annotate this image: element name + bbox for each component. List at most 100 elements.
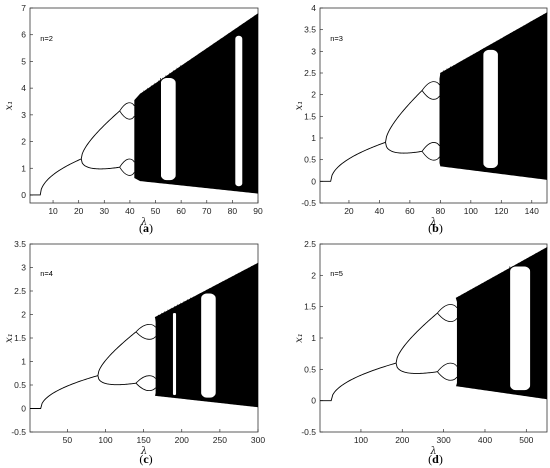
y-tick-label: 2 [21, 310, 26, 320]
x-tick-label: 30 [100, 206, 110, 216]
y-tick-label: -0.5 [11, 427, 26, 437]
y-tick-label: 1 [21, 357, 26, 367]
period-2-upper-branch [80, 110, 120, 160]
period-4-loop [437, 304, 458, 323]
fixed-point-curve [30, 158, 82, 196]
chaotic-band-edge [139, 13, 259, 98]
y-tick-label: 0 [21, 190, 26, 200]
period-2-lower-branch [395, 362, 438, 374]
y-tick-label: 6 [21, 30, 26, 40]
x-tick-label: 10 [48, 206, 58, 216]
period-4-loop [119, 158, 135, 176]
x-axis-label: λ [429, 446, 436, 457]
y-axis-label: x₁ [294, 333, 305, 343]
panel-caption: (d) [428, 452, 443, 466]
y-axis-label: x₁ [294, 101, 305, 111]
series-annotation: n=5 [330, 269, 343, 278]
y-tick-label: 1.5 [14, 333, 26, 343]
x-tick-label: 20 [74, 206, 84, 216]
y-tick-label: 4 [311, 3, 316, 13]
period-4-loop [135, 375, 156, 392]
y-tick-label: 0.5 [304, 155, 316, 165]
x-tick-label: 50 [151, 206, 161, 216]
y-tick-label: 5 [21, 56, 26, 66]
y-tick-label: 2.5 [304, 68, 316, 78]
period-4-loop [421, 142, 440, 161]
periodic-window [200, 293, 217, 398]
x-tick-label: 60 [405, 206, 415, 216]
periodic-window [172, 312, 177, 396]
y-tick-label: -0.5 [301, 427, 316, 437]
y-tick-label: 0 [311, 396, 316, 406]
x-tick-label: 250 [213, 435, 227, 445]
panel-caption: (c) [139, 452, 152, 466]
y-tick-label: 3 [311, 46, 316, 56]
y-axis-label: x₁ [4, 333, 15, 343]
chaotic-band-edge [440, 12, 548, 78]
x-tick-label: 400 [478, 435, 492, 445]
panel-b: 20 40 60 80 100 120 140 -0.5 0 0.5 1 1.5 2 2.5 3 3.5 4 λ x… [294, 3, 548, 235]
panel-a: 10 20 30 40 50 60 70 80 90 0 1 2 3 4 5 6 7 λ x₁ n=2 (a) [4, 3, 263, 235]
y-tick-label: -0.5 [301, 198, 316, 208]
x-tick-label: 100 [464, 206, 478, 216]
periodic-window [509, 266, 531, 391]
x-axis-label: λ [140, 446, 147, 457]
y-tick-label: 0.5 [14, 380, 26, 390]
y-tick-label: 2 [311, 270, 316, 280]
x-tick-label: 80 [436, 206, 446, 216]
y-tick-label: 1.5 [304, 111, 316, 121]
x-axis-label: λ [140, 217, 147, 228]
y-tick-label: 3 [21, 263, 26, 273]
y-tick-label: 3.5 [14, 239, 26, 249]
period-2-lower-branch [385, 142, 423, 154]
period-4-loop [119, 102, 135, 120]
y-axis-label: x₁ [4, 101, 15, 111]
x-tick-label: 50 [63, 435, 73, 445]
y-tick-label: 3 [21, 110, 26, 120]
period-4-loop [135, 323, 156, 340]
x-tick-label: 70 [202, 206, 212, 216]
x-tick-label: 60 [176, 206, 186, 216]
x-tick-label: 90 [253, 206, 263, 216]
period-2-upper-branch [385, 90, 423, 143]
periodic-window [160, 78, 177, 181]
y-tick-label: 2.5 [14, 286, 26, 296]
y-tick-label: 0 [21, 404, 26, 414]
x-tick-label: 40 [375, 206, 385, 216]
x-tick-label: 100 [98, 435, 112, 445]
x-tick-label: 150 [137, 435, 151, 445]
x-tick-label: 120 [494, 206, 508, 216]
y-tick-label: 2.5 [304, 239, 316, 249]
x-axis-label: λ [429, 217, 436, 228]
x-tick-label: 200 [175, 435, 189, 445]
fixed-point-curve [30, 375, 98, 409]
period-2-lower-branch [97, 375, 137, 386]
y-tick-label: 1.5 [304, 302, 316, 312]
y-tick-label: 7 [21, 3, 26, 13]
period-2-upper-branch [97, 331, 137, 376]
series-annotation: n=3 [330, 34, 343, 43]
y-tick-label: 1 [21, 163, 26, 173]
x-tick-label: 40 [125, 206, 135, 216]
panel-c: 50 100 150 200 250 300 -0.5 0 0.5 1 1.5 2 2.5 3 3.5 λ x₁… [4, 239, 265, 466]
period-4-loop [437, 362, 458, 381]
fixed-point-curve [320, 141, 386, 182]
series-annotation: n=2 [40, 34, 53, 43]
x-tick-label: 300 [251, 435, 265, 445]
y-tick-label: 4 [21, 83, 26, 93]
panel-caption: (b) [428, 221, 443, 235]
fixed-point-curve [320, 362, 397, 402]
series-annotation: n=4 [40, 269, 53, 278]
x-tick-label: 200 [395, 435, 409, 445]
y-tick-label: 0 [311, 176, 316, 186]
chaotic-band-edge [455, 247, 548, 302]
y-tick-label: 3.5 [304, 25, 316, 35]
y-tick-label: 0.5 [304, 364, 316, 374]
x-tick-label: 500 [519, 435, 533, 445]
x-tick-label: 80 [228, 206, 238, 216]
y-tick-label: 1 [311, 133, 316, 143]
y-tick-label: 1 [311, 333, 316, 343]
periodic-window [483, 49, 499, 169]
periodic-window [234, 35, 243, 187]
